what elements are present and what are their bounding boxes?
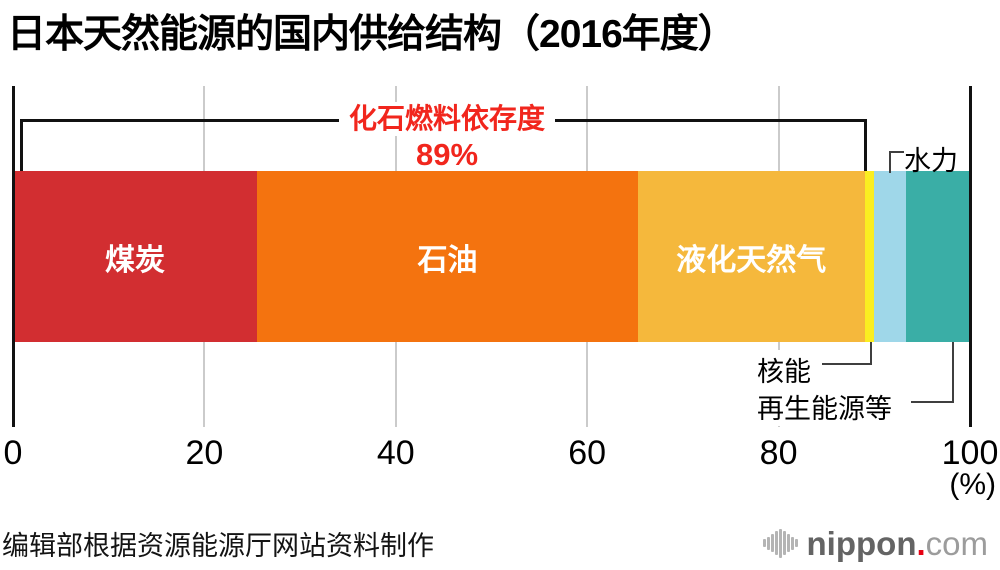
nippon-com-logo: nippon.com xyxy=(763,524,988,562)
nippon-logo-text: nippon.com xyxy=(807,527,988,560)
segment-label-2: 石油 xyxy=(417,243,478,277)
fossil-dependency-label: 化石燃料依存度 xyxy=(338,102,556,136)
logo-text-com: com xyxy=(925,524,988,562)
nippon-logo-bars-icon xyxy=(763,527,798,559)
x-tick-label-40: 40 xyxy=(376,434,415,472)
x-tick-label-80: 80 xyxy=(759,434,798,472)
x-tick-label-0: 0 xyxy=(3,434,23,472)
x-axis: 0 20 40 60 80 100 xyxy=(4,434,999,474)
renewables-label: 再生能源等 xyxy=(757,387,900,426)
bar-segment-1: 煤炭 xyxy=(13,171,258,342)
bar-segment-4 xyxy=(864,171,875,342)
bar-segment-3: 液化天然气 xyxy=(637,171,865,342)
bar-segment-2: 石油 xyxy=(257,171,638,342)
source-note: 编辑部根据资源能源厅网站资料制作 xyxy=(2,531,434,561)
y-axis-line-100pct xyxy=(968,86,972,427)
hydro-label: 水力 xyxy=(904,146,958,176)
segment-label-1: 煤炭 xyxy=(105,243,166,277)
fossil-dependency-value: 89% xyxy=(415,137,479,172)
page-title: 日本天然能源的国内供给结构（2016年度） xyxy=(7,13,737,56)
y-axis-line-0pct xyxy=(11,86,15,427)
x-tick-label-60: 60 xyxy=(568,434,607,472)
x-tick-label-100: 100 xyxy=(941,434,999,472)
plot-area: 煤炭 石油 液化天然气 xyxy=(11,86,972,427)
bar-segment-6 xyxy=(905,171,970,342)
renewables-connector-line xyxy=(911,342,954,403)
x-tick-label-20: 20 xyxy=(185,434,224,472)
nuclear-connector-line xyxy=(822,342,872,365)
x-axis-unit-label: (%) xyxy=(949,468,996,501)
logo-text-nippon: nippon xyxy=(806,524,917,562)
nuclear-label: 核能 xyxy=(757,350,819,389)
hydro-connector-line xyxy=(889,151,904,173)
bar-segment-5 xyxy=(874,171,906,342)
segment-label-3: 液化天然气 xyxy=(676,243,827,277)
logo-text-dot: . xyxy=(916,524,926,562)
stacked-bar: 煤炭 石油 液化天然气 xyxy=(13,171,970,342)
